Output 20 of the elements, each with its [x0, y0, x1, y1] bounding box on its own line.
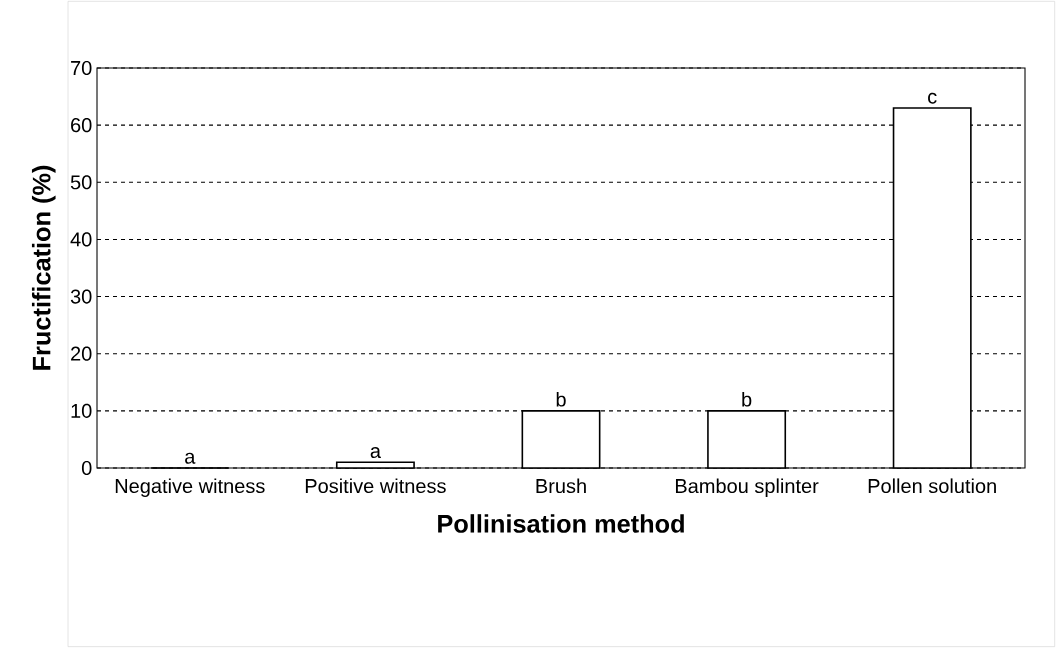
x-tick-label: Pollen solution [868, 478, 996, 494]
annotation: b [556, 391, 566, 407]
y-tick-label: 10 [71, 403, 92, 418]
x-tick-label: Negative witness [115, 478, 265, 498]
y-tick-label: 0 [81, 460, 92, 476]
annotation: c [928, 92, 937, 104]
annotation: a [370, 447, 381, 458]
y-tick-label: 70 [71, 60, 92, 76]
y-tick-label: 30 [70, 289, 92, 304]
x-tick-label: Positive witness [305, 478, 446, 494]
x-axis-title: Pollinisation method [438, 514, 684, 533]
y-tick-label: 50 [70, 175, 92, 190]
y-tick-label: 20 [71, 346, 92, 361]
annotation: b [742, 391, 752, 407]
annotation: a [185, 452, 196, 464]
y-tick-label: 40 [70, 232, 92, 247]
y-tick-label: 60 [71, 118, 92, 133]
y-axis-title: Fructification (%) [31, 165, 56, 370]
x-tick-label: Brush [536, 478, 586, 494]
x-tick-label: Bambou splinter [675, 478, 819, 498]
